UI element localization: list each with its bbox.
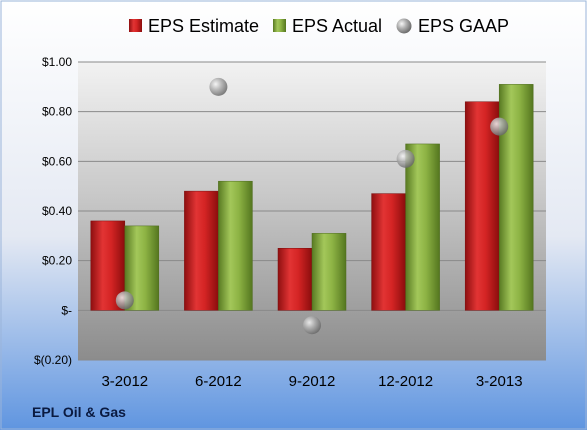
y-axis-tick-labels: $1.00 $0.80 $0.60 $0.40 $0.20 $- $(0.20) [34, 55, 72, 367]
y-tick-label: $0.80 [42, 105, 72, 119]
legend-swatch-eps-actual [273, 19, 286, 32]
legend-swatch-eps-estimate [129, 19, 142, 32]
marker-eps-gaap [303, 316, 321, 335]
marker-eps-gaap [115, 291, 134, 310]
y-tick-label: $0.20 [42, 254, 72, 268]
bars [90, 84, 534, 311]
bar-eps-actual [311, 233, 347, 311]
bar-eps-estimate [371, 193, 406, 311]
x-axis-tick-labels: 3-2012 6-2012 9-2012 12-2012 3-2013 [101, 373, 522, 390]
x-tick-label: 3-2013 [476, 373, 523, 390]
y-tick-label: $1.00 [42, 55, 72, 69]
x-tick-label: 9-2012 [289, 373, 336, 390]
bar-eps-actual [218, 180, 253, 311]
marker-eps-gaap [209, 77, 228, 96]
bar-eps-actual [498, 84, 534, 311]
gaap-markers [115, 77, 509, 335]
x-tick-label: 3-2012 [101, 373, 148, 390]
bar-eps-estimate [184, 190, 219, 311]
bar-eps-actual [405, 143, 440, 311]
legend-label-eps-gaap: EPS GAAP [418, 16, 509, 36]
marker-eps-gaap [396, 149, 415, 168]
bar-eps-estimate [277, 248, 313, 311]
company-name: EPL Oil & Gas [32, 404, 126, 420]
y-tick-label: $0.60 [42, 154, 72, 168]
marker-eps-gaap [490, 117, 509, 136]
legend: EPS Estimate EPS Actual EPS GAAP [129, 16, 509, 36]
y-tick-label: $0.40 [42, 204, 72, 218]
y-tick-label: $- [61, 303, 72, 317]
legend-label-eps-estimate: EPS Estimate [148, 16, 259, 36]
y-tick-label: $(0.20) [34, 353, 72, 367]
x-tick-label: 12-2012 [378, 373, 433, 390]
bar-eps-estimate [464, 101, 500, 311]
legend-label-eps-actual: EPS Actual [292, 16, 382, 36]
legend-swatch-eps-gaap [396, 18, 412, 34]
x-tick-label: 6-2012 [195, 373, 242, 390]
